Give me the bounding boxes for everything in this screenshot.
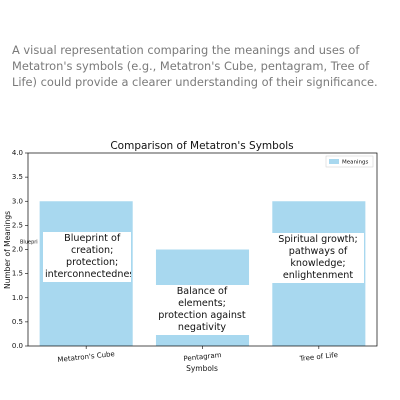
clipped-text: Bluepri	[20, 240, 38, 246]
y-tick-label: 3.5	[12, 173, 23, 181]
y-axis-label: Number of Meanings	[3, 211, 12, 289]
intro-text: A visual representation comparing the me…	[12, 43, 378, 89]
annotation: Balance of elements; protection against …	[152, 285, 252, 335]
annotation-box: Spiritual growth; pathways of knowledge;…	[272, 233, 364, 283]
y-tick-label: 1.0	[12, 294, 23, 302]
y-tick-label: 2.5	[12, 221, 23, 229]
annotation: Blueprint of creation; protection; inter…	[43, 232, 131, 282]
y-tick-label: 3.0	[12, 197, 23, 205]
plot-frame	[27, 152, 378, 347]
legend-box	[325, 155, 374, 168]
legend-label: Meanings	[342, 160, 368, 166]
annotation-box: Blueprint of creation; protection; inter…	[43, 232, 131, 282]
x-tick-label: Tree of Life	[298, 351, 338, 363]
chart-title: Comparison of Metatron's Symbols	[110, 140, 293, 152]
x-tick-label: Metatron's Cube	[57, 350, 115, 364]
x-axis-label: Symbols	[186, 364, 218, 373]
y-tick-label: 2.0	[12, 246, 23, 254]
annotation-box: Balance of elements; protection against …	[152, 285, 252, 335]
y-tick-label: 4.0	[12, 149, 23, 157]
legend-swatch	[329, 159, 339, 164]
y-tick-label: 0.0	[12, 342, 23, 350]
y-tick-label: 0.5	[12, 318, 23, 326]
annotation: Spiritual growth; pathways of knowledge;…	[272, 233, 364, 283]
y-tick-label: 1.5	[12, 270, 23, 278]
x-tick-label: Pentagram	[183, 351, 222, 363]
